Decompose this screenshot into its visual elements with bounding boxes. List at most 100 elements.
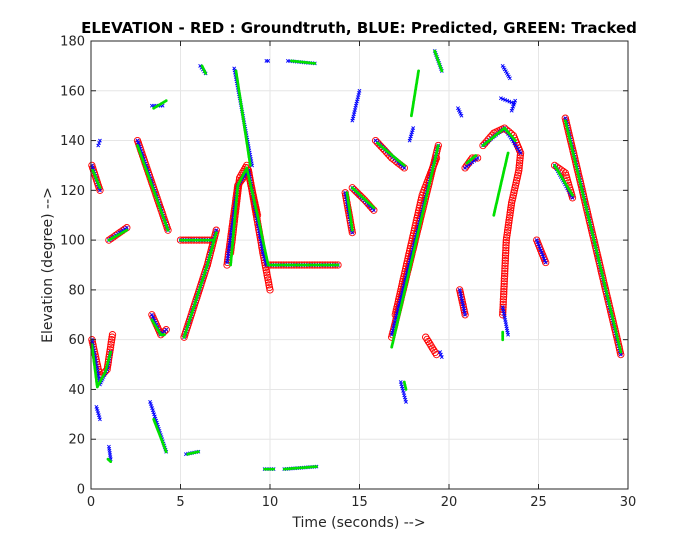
- groundtruth-point: [504, 226, 512, 234]
- plot-data: [88, 49, 625, 472]
- predicted-point: [504, 71, 509, 75]
- groundtruth-point: [108, 333, 116, 341]
- groundtruth-point: [502, 239, 510, 247]
- tracked-point: [336, 263, 340, 267]
- predicted-point: [538, 246, 542, 251]
- groundtruth-point: [264, 278, 273, 287]
- predicted-point: [536, 242, 541, 247]
- groundtruth-point: [507, 201, 515, 209]
- predicted-point: [439, 355, 444, 360]
- groundtruth-point: [108, 331, 117, 339]
- tracked-point: [109, 460, 113, 463]
- groundtruth-point: [501, 254, 510, 262]
- predicted-point: [500, 63, 505, 68]
- y-tick-label: 140: [60, 134, 85, 149]
- y-tick-label: 40: [68, 383, 85, 398]
- groundtruth-point: [514, 171, 522, 180]
- groundtruth-point: [503, 228, 512, 237]
- predicted-point: [541, 254, 546, 259]
- groundtruth-point: [516, 154, 524, 162]
- groundtruth-series: [88, 114, 625, 381]
- groundtruth-point: [431, 348, 439, 357]
- x-tick-label: 10: [262, 495, 279, 510]
- predicted-point: [463, 312, 468, 317]
- predicted-point: [512, 141, 517, 146]
- tracked-point: [402, 164, 406, 167]
- tracked-point: [372, 206, 376, 210]
- x-tick-label: 0: [87, 495, 95, 510]
- groundtruth-point: [507, 204, 515, 212]
- tracked-series: [90, 49, 623, 471]
- tracked-point: [211, 238, 215, 242]
- groundtruth-point: [509, 191, 517, 199]
- predicted-point: [534, 238, 539, 243]
- predicted-point: [150, 314, 155, 319]
- x-tick-label: 20: [441, 495, 458, 510]
- groundtruth-point: [501, 262, 509, 270]
- groundtruth-point: [502, 246, 510, 255]
- predicted-point: [438, 350, 443, 355]
- predicted-point: [149, 312, 154, 317]
- groundtruth-point: [500, 280, 508, 288]
- predicted-point: [458, 111, 463, 116]
- groundtruth-point: [502, 236, 510, 244]
- tracked-point: [248, 164, 252, 167]
- groundtruth-point: [515, 164, 523, 172]
- predicted-point: [543, 260, 548, 265]
- predicted-point: [538, 248, 543, 253]
- groundtruth-point: [516, 156, 524, 165]
- tracked-point: [474, 154, 478, 157]
- tracked-point: [404, 388, 408, 391]
- tracked-point: [204, 72, 208, 75]
- predicted-point: [518, 151, 523, 155]
- tracked-point: [164, 99, 168, 103]
- predicted-point: [513, 143, 518, 148]
- groundtruth-point: [500, 285, 508, 293]
- groundtruth-point: [107, 340, 115, 349]
- predicted-point: [152, 412, 157, 417]
- groundtruth-point: [515, 166, 523, 175]
- groundtruth-point: [502, 244, 510, 252]
- tracked-point: [571, 193, 574, 197]
- tracked-point: [350, 228, 354, 232]
- predicted-point: [98, 188, 102, 193]
- groundtruth-point: [510, 186, 519, 194]
- groundtruth-point: [504, 221, 513, 229]
- predicted-point: [357, 88, 362, 93]
- groundtruth-point: [107, 338, 115, 346]
- tracked-point: [506, 151, 510, 155]
- predicted-point: [214, 228, 219, 233]
- predicted-point: [98, 417, 102, 422]
- predicted-point: [149, 404, 154, 408]
- groundtruth-point: [501, 259, 509, 267]
- predicted-point: [506, 332, 511, 337]
- groundtruth-point: [515, 161, 523, 170]
- predicted-point: [266, 58, 271, 63]
- y-axis-label: Elevation (degree) -->: [40, 187, 56, 343]
- groundtruth-point: [501, 269, 509, 278]
- groundtruth-point: [504, 224, 512, 232]
- groundtruth-point: [499, 295, 508, 303]
- predicted-point: [97, 141, 102, 145]
- groundtruth-point: [501, 257, 509, 265]
- groundtruth-point: [501, 267, 509, 275]
- y-tick-label: 20: [68, 433, 85, 448]
- predicted-point: [618, 352, 623, 357]
- groundtruth-point: [505, 214, 514, 222]
- groundtruth-point: [106, 343, 115, 351]
- predicted-point: [517, 149, 522, 154]
- tracked-point: [197, 450, 200, 454]
- predicted-point: [98, 138, 102, 143]
- predicted-point: [542, 256, 546, 261]
- groundtruth-point: [502, 241, 510, 249]
- predicted-point: [96, 143, 101, 148]
- groundtruth-point: [502, 249, 510, 257]
- tracked-point: [166, 228, 170, 232]
- axis-ticks: 0 5 10 15 20 25 30 0 20 40 60 80 100 120 140 160 180: [60, 35, 636, 511]
- groundtruth-point: [500, 277, 508, 285]
- predicted-point: [539, 250, 544, 255]
- chart-title: ELEVATION - RED : Groundtruth, BLUE: Pre…: [81, 19, 637, 37]
- tracked-point: [164, 450, 168, 454]
- groundtruth-point: [512, 176, 521, 185]
